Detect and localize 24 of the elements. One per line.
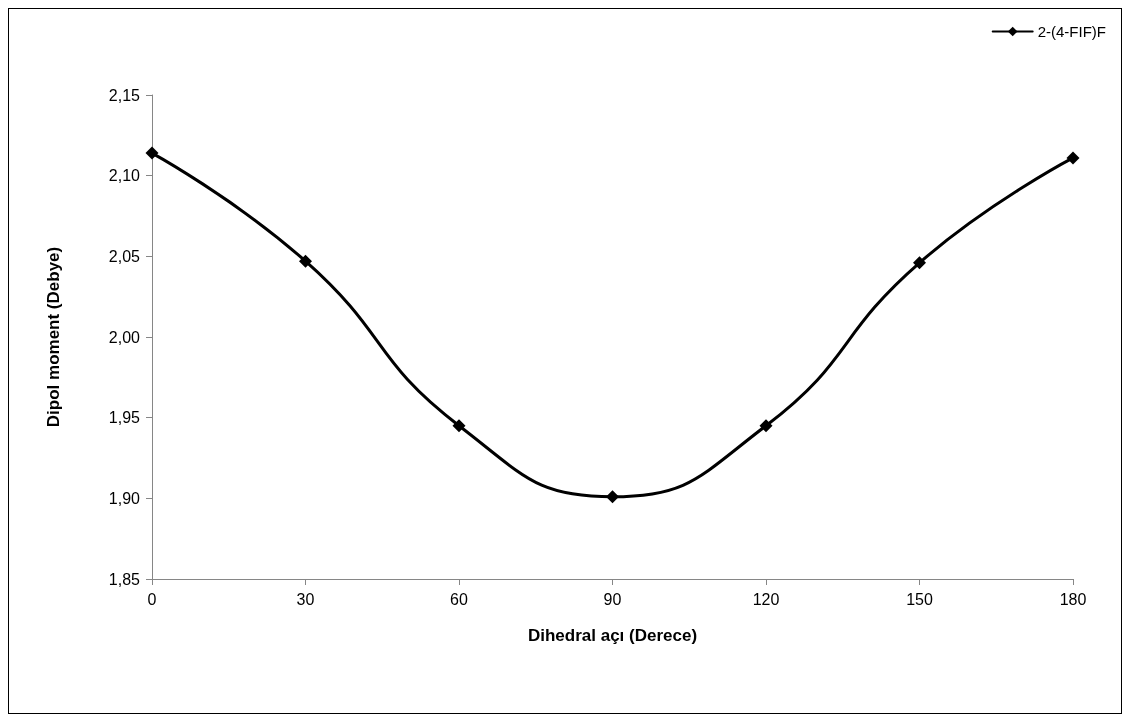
y-tick-label: 2,15 — [108, 86, 141, 104]
y-tick-label: 2,10 — [108, 167, 141, 185]
y-tick-label: 2,00 — [108, 328, 141, 346]
x-tick-label: 180 — [1059, 590, 1087, 608]
y-tick-label: 1,85 — [108, 570, 141, 588]
point — [145, 146, 159, 160]
y-tick-label: 1,95 — [108, 409, 141, 427]
y-axis-title: Dipol moment (Debye) — [44, 246, 63, 428]
point — [452, 419, 466, 433]
y-tick-label: 1,90 — [108, 489, 141, 507]
point — [759, 419, 773, 433]
x-tick-label: 30 — [296, 590, 315, 608]
x-tick-label: 150 — [906, 590, 933, 608]
point — [606, 490, 619, 504]
x-tick-label: 0 — [147, 590, 157, 608]
legend-label: 2-(4-FIF)F — [1037, 23, 1107, 40]
point — [1066, 151, 1080, 165]
y-tick-label: 2,05 — [108, 247, 141, 265]
x-tick-label: 120 — [752, 590, 780, 608]
point — [299, 254, 312, 268]
x-tick-label: 60 — [450, 590, 468, 608]
point — [913, 256, 926, 270]
x-tick-label: 90 — [603, 590, 622, 608]
x-axis-title: Dihedral açı (Derece) — [527, 626, 698, 645]
